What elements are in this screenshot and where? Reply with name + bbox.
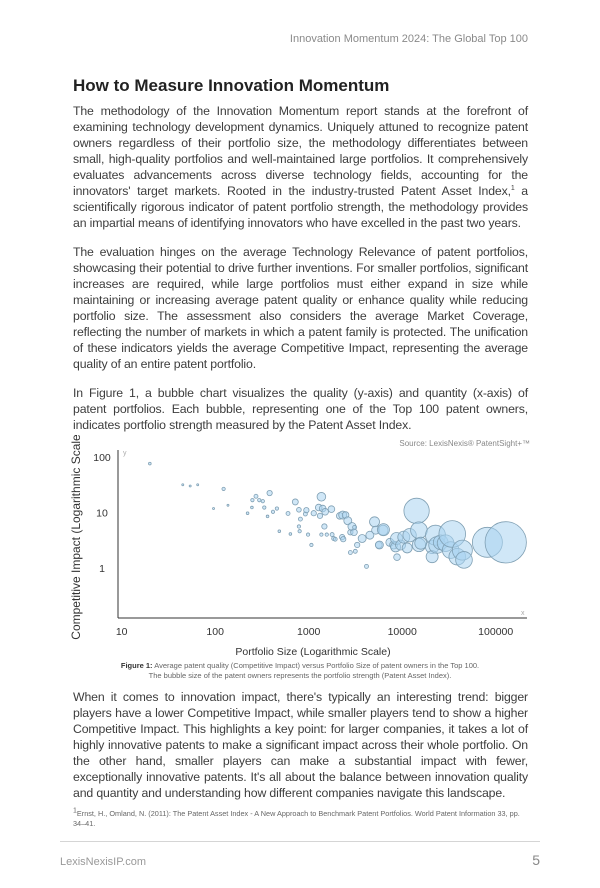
bubble <box>321 508 329 516</box>
footnote-text: Ernst, H., Omland, N. (2011): The Patent… <box>73 809 520 828</box>
bubble <box>352 524 358 530</box>
bubble <box>188 484 192 488</box>
running-header: Innovation Momentum 2024: The Global Top… <box>289 33 528 45</box>
bubble <box>484 521 527 564</box>
paragraph-text: a scientifically rigorous indicator of p… <box>73 184 528 230</box>
paragraph-methodology: The methodology of the Innovation Moment… <box>73 103 528 231</box>
bubble <box>364 563 369 569</box>
bubble <box>329 532 335 537</box>
bubble <box>309 542 314 548</box>
footer: LexisNexisIP.com 5 <box>60 841 540 868</box>
bubble <box>285 511 291 516</box>
bubble <box>265 514 270 519</box>
bubble <box>393 553 401 561</box>
section-title: How to Measure Innovation Momentum <box>73 76 390 95</box>
bubble <box>212 507 215 510</box>
bubble <box>401 542 413 554</box>
y-tick-label: 10 <box>96 508 108 520</box>
bubble <box>257 498 262 503</box>
bubble <box>455 551 473 569</box>
figure-caption-line-1: Figure 1: Average patent quality (Compet… <box>60 661 540 671</box>
bubble <box>354 541 361 549</box>
bubble <box>347 550 353 555</box>
bubble <box>303 507 310 514</box>
figure-caption-line-2: The bubble size of the patent owners rep… <box>148 671 452 680</box>
paragraph-text: The methodology of the Innovation Moment… <box>73 104 528 198</box>
bubble <box>297 529 302 534</box>
x-tick-label: 10000 <box>388 626 417 638</box>
footnote: 1Ernst, H., Omland, N. (2011): The Paten… <box>73 807 528 829</box>
bubble <box>291 498 299 506</box>
bubble <box>297 516 303 522</box>
bubble <box>357 534 367 543</box>
bubble <box>410 521 428 539</box>
paragraph-figure-intro: In Figure 1, a bubble chart visualizes t… <box>73 386 528 432</box>
bubble <box>414 536 428 550</box>
bubble <box>352 548 358 554</box>
bubble <box>253 493 259 499</box>
bubble <box>260 499 265 504</box>
bubble <box>245 511 250 515</box>
page-number: 5 <box>532 852 540 868</box>
bubble <box>340 536 347 543</box>
figure-caption-label: Figure 1: <box>120 661 153 670</box>
bubble <box>369 516 380 528</box>
bubble <box>316 492 327 502</box>
bubble <box>324 532 329 537</box>
bubble <box>181 483 185 487</box>
bubble <box>277 529 282 533</box>
y-tick-label: 1 <box>99 563 105 575</box>
footnote-marker: 1 <box>73 807 77 815</box>
x-axis-label: Portfolio Size (Logarithmic Scale) <box>235 646 390 658</box>
paragraph-interpretation: When it comes to innovation impact, ther… <box>73 690 528 800</box>
bubble <box>266 489 273 497</box>
x-tick-label: 100 <box>206 626 224 638</box>
bubble <box>296 507 302 513</box>
chart-source: Source: LexisNexis® PatentSight+™ <box>399 439 530 448</box>
bubble <box>270 509 276 514</box>
bubble <box>332 536 338 542</box>
bubble <box>377 523 390 537</box>
bubble <box>350 528 358 537</box>
y-axis-label: Competitive Impact (Logarithmic Scale) <box>69 435 83 640</box>
x-tick-label: 1000 <box>297 626 321 638</box>
bubble <box>403 497 430 524</box>
bubble <box>262 505 267 510</box>
figure-caption-text: Average patent quality (Competitive Impa… <box>152 661 480 670</box>
bubble <box>250 505 254 510</box>
bubble <box>250 498 255 503</box>
bubble <box>221 486 226 491</box>
bubble <box>327 505 336 513</box>
bubble <box>305 532 311 537</box>
x-tick-label: 10 <box>116 626 128 638</box>
bubble <box>196 483 200 487</box>
footer-website-link[interactable]: LexisNexisIP.com <box>60 856 146 868</box>
y-axis-letter: y <box>123 450 127 457</box>
x-tick-label: 100000 <box>478 626 513 638</box>
bubble <box>374 540 384 550</box>
bubble-chart: Source: LexisNexis® PatentSight+™ Compet… <box>69 435 530 658</box>
bubble <box>296 524 301 529</box>
bubble <box>226 503 230 507</box>
bubble <box>148 461 152 466</box>
figure: Source: LexisNexis® PatentSight+™ Compet… <box>60 435 540 681</box>
bubble <box>321 523 328 530</box>
bubble <box>274 506 279 511</box>
bubble <box>310 510 317 517</box>
bubble <box>288 532 293 536</box>
bubble <box>319 532 324 537</box>
paragraph-evaluation: The evaluation hinges on the average Tec… <box>73 245 528 371</box>
bubble <box>316 512 324 519</box>
y-tick-label: 100 <box>93 452 111 464</box>
footnote-reference[interactable]: 1 <box>510 184 515 192</box>
bubble <box>365 530 375 540</box>
x-axis-letter: x <box>521 610 525 617</box>
